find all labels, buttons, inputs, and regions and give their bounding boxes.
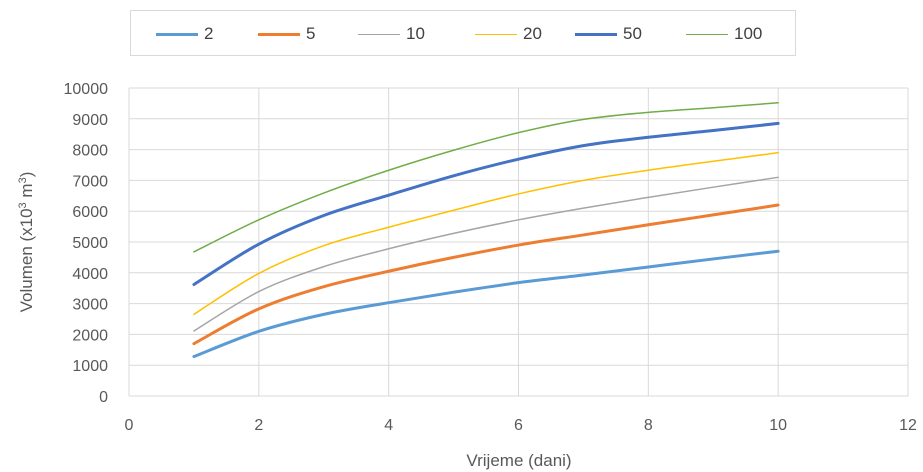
y-tick-label: 9000 <box>72 112 108 129</box>
legend-item-2: 2 <box>156 11 213 57</box>
y-tick-label: 10000 <box>64 81 109 98</box>
y-axis-title-prefix: Volumen (x10 <box>17 208 36 312</box>
y-tick-label: 6000 <box>72 204 108 221</box>
legend-swatch <box>686 33 728 35</box>
legend-label: 2 <box>204 24 214 43</box>
y-tick-label: 0 <box>99 389 108 406</box>
y-axis-title-sup2: 3 <box>17 177 29 183</box>
y-tick-label: 1000 <box>72 358 108 375</box>
series-line-100 <box>193 102 779 253</box>
legend-swatch <box>575 32 617 36</box>
y-tick-label: 2000 <box>72 327 108 344</box>
legend-label: 10 <box>406 24 425 43</box>
x-tick-label: 12 <box>899 417 917 434</box>
y-axis-ticks: 0 1000 2000 3000 4000 5000 6000 7000 8000 9000 100… <box>64 81 109 406</box>
x-tick-label: 0 <box>125 417 134 434</box>
legend-label: 20 <box>523 24 542 43</box>
legend-swatch <box>156 32 198 36</box>
legend-swatch <box>358 33 400 35</box>
legend-item-10: 10 <box>358 11 425 57</box>
x-tick-label: 4 <box>384 417 393 434</box>
x-axis-title: Vrijeme (dani) <box>466 451 571 470</box>
x-tick-label: 10 <box>769 417 787 434</box>
series-line-50 <box>192 121 780 286</box>
y-tick-label: 8000 <box>72 143 108 160</box>
x-tick-label: 2 <box>254 417 263 434</box>
x-tick-label: 6 <box>514 417 523 434</box>
y-axis-title-sup1: 3 <box>17 202 29 208</box>
series-lines <box>192 102 780 359</box>
y-axis-title-suffix: ) <box>17 172 36 178</box>
y-axis-title-mid: m <box>17 183 36 202</box>
y-tick-label: 3000 <box>72 297 108 314</box>
series-line-20 <box>193 151 779 316</box>
legend-swatch <box>258 32 300 36</box>
x-tick-label: 8 <box>644 417 653 434</box>
y-tick-label: 5000 <box>72 235 108 252</box>
legend-label: 100 <box>734 24 763 43</box>
legend-label: 50 <box>623 24 642 43</box>
legend-label: 5 <box>306 24 316 43</box>
legend-item-100: 100 <box>686 11 762 57</box>
legend-item-50: 50 <box>575 11 642 57</box>
chart-legend: 2 5 10 20 50 100 <box>130 10 796 56</box>
x-axis-ticks: 0 2 4 6 8 10 12 <box>125 417 917 434</box>
series-line-2 <box>192 249 780 359</box>
y-axis-title: Volumen (x103 m3) <box>17 172 36 313</box>
y-tick-label: 4000 <box>72 266 108 283</box>
grid-lines <box>128 87 909 397</box>
legend-swatch <box>475 33 517 35</box>
legend-item-20: 20 <box>475 11 542 57</box>
series-line-5 <box>192 203 780 346</box>
legend-item-5: 5 <box>258 11 315 57</box>
series-line-10 <box>193 176 779 332</box>
y-tick-label: 7000 <box>72 173 108 190</box>
